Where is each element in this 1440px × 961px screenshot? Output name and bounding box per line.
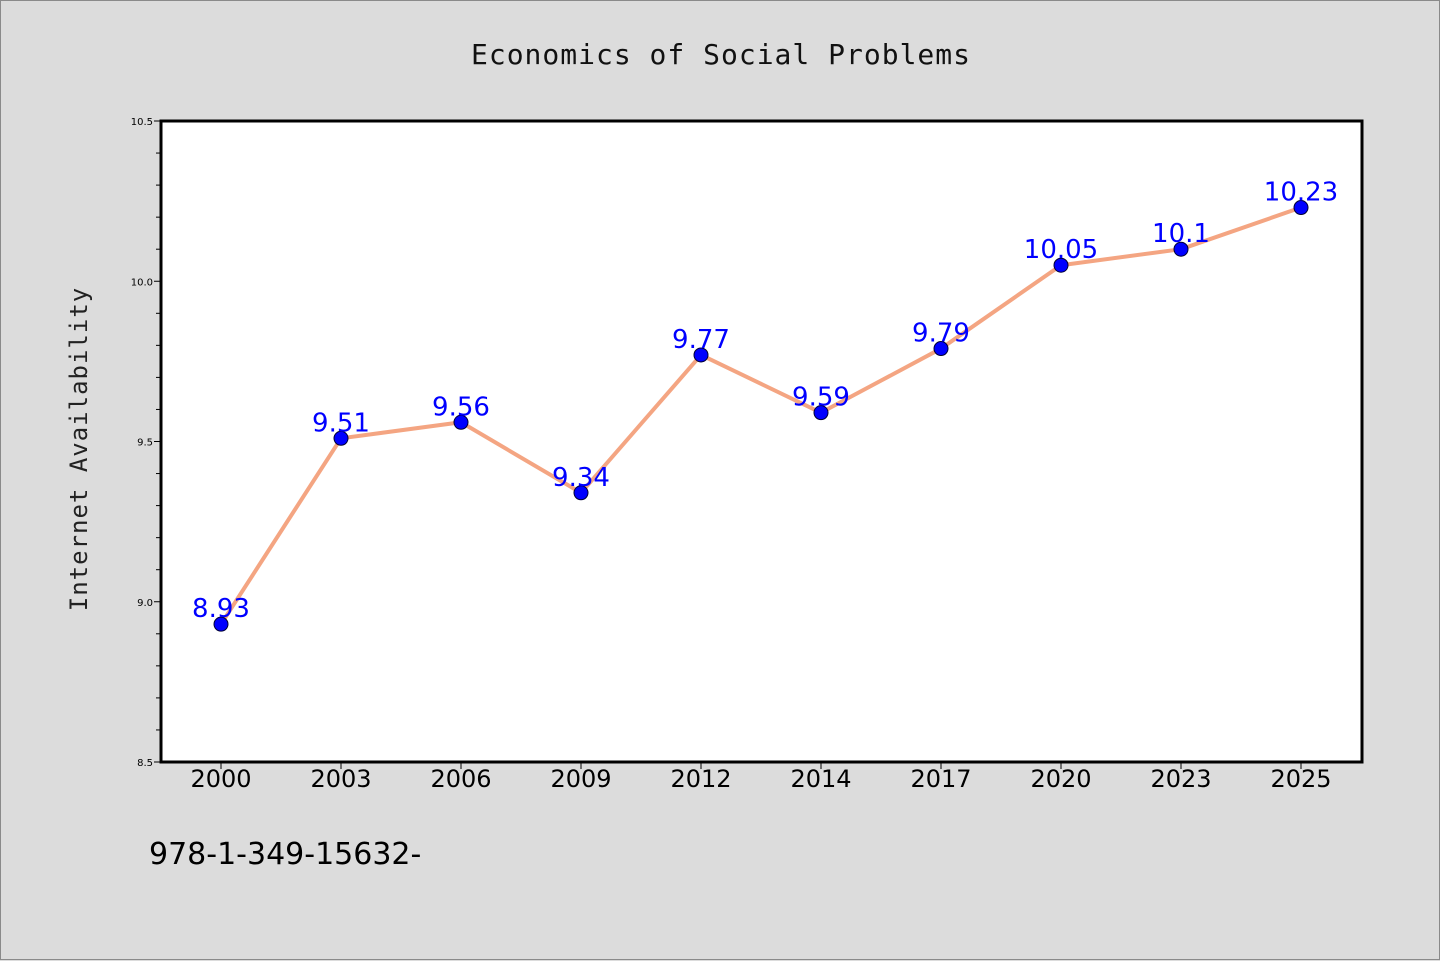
x-tick-label: 2023 bbox=[1150, 765, 1211, 793]
y-tick-label: 9.0 bbox=[137, 598, 153, 609]
data-label: 9.59 bbox=[792, 383, 850, 413]
data-point bbox=[213, 616, 229, 632]
data-point bbox=[453, 414, 469, 430]
x-axis: 2000 2003 2006 2009 2012 2014 2017 2020 2023 2025 bbox=[190, 762, 1332, 793]
data-label: 10.1 bbox=[1152, 219, 1210, 249]
data-point bbox=[1053, 257, 1069, 273]
data-label: 10.23 bbox=[1264, 178, 1338, 208]
marker-group bbox=[213, 200, 1309, 632]
data-point bbox=[933, 341, 949, 357]
data-point bbox=[1293, 200, 1309, 216]
chart-title: Economics of Social Problems bbox=[471, 38, 971, 71]
y-tick-label: 10.0 bbox=[131, 277, 153, 288]
x-tick-label: 2006 bbox=[430, 765, 491, 793]
x-tick-label: 2003 bbox=[310, 765, 371, 793]
series-line bbox=[219, 205, 1302, 626]
x-tick-label: 2012 bbox=[670, 765, 731, 793]
x-tick-label: 2017 bbox=[910, 765, 971, 793]
y-axis: 8.5 9.0 9.5 10.0 10.5 bbox=[131, 117, 161, 769]
y-tick-label: 10.5 bbox=[131, 117, 153, 128]
data-label: 9.34 bbox=[552, 463, 610, 493]
data-label-group: 8.93 9.51 9.56 9.34 9.77 9.59 9.79 10.05 10.1 10.… bbox=[192, 178, 1338, 625]
data-label: 9.79 bbox=[912, 319, 970, 349]
y-tick-label: 8.5 bbox=[137, 758, 153, 769]
data-point bbox=[1173, 241, 1189, 257]
series-line-group bbox=[219, 205, 1302, 626]
data-point bbox=[813, 405, 829, 421]
data-point bbox=[693, 347, 709, 363]
data-point bbox=[573, 485, 589, 501]
y-axis-label: Internet Availability bbox=[65, 287, 93, 611]
y-tick-label: 9.5 bbox=[137, 438, 153, 449]
x-tick-label: 2020 bbox=[1030, 765, 1091, 793]
data-label: 9.56 bbox=[432, 392, 490, 422]
x-tick-label: 2014 bbox=[790, 765, 851, 793]
x-tick-label: 2000 bbox=[190, 765, 251, 793]
x-tick-label: 2009 bbox=[550, 765, 611, 793]
plot-area bbox=[159, 119, 1364, 764]
data-point bbox=[333, 430, 349, 446]
data-label: 10.05 bbox=[1024, 235, 1098, 265]
data-label: 9.51 bbox=[312, 408, 370, 438]
footer-isbn: 978-1-349-15632- bbox=[149, 837, 421, 872]
data-label: 9.77 bbox=[672, 325, 730, 355]
data-label: 8.93 bbox=[192, 594, 250, 624]
x-tick-label: 2025 bbox=[1270, 765, 1331, 793]
